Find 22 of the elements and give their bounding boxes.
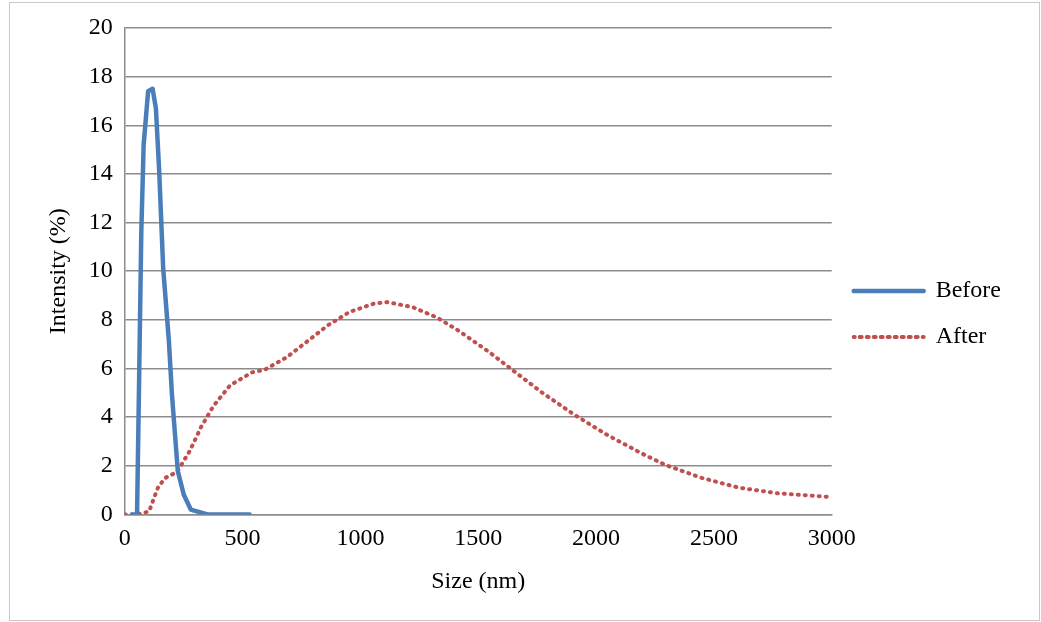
x-tick-label: 1500 [454,524,503,551]
x-tick-label: 1000 [336,524,385,551]
y-tick-label: 20 [88,13,113,40]
x-axis-title: Size (nm) [431,566,526,593]
x-tick-label: 2500 [689,524,738,551]
legend-label: Before [935,276,1001,303]
y-tick-label: 8 [100,305,113,332]
y-tick-label: 18 [88,61,113,88]
y-axis-title: Intensity (%) [43,208,70,335]
y-tick-label: 12 [88,207,113,234]
y-tick-label: 10 [88,256,113,283]
x-tick-label: 2000 [572,524,621,551]
y-tick-label: 0 [100,499,113,526]
x-tick-label: 500 [224,524,261,551]
legend-label: After [935,322,987,349]
y-tick-label: 4 [100,402,113,429]
x-tick-label: 0 [118,524,131,551]
y-tick-label: 16 [88,110,113,137]
y-tick-label: 14 [88,159,113,186]
y-tick-label: 6 [100,353,113,380]
x-tick-label: 3000 [807,524,856,551]
y-tick-label: 2 [100,451,113,478]
